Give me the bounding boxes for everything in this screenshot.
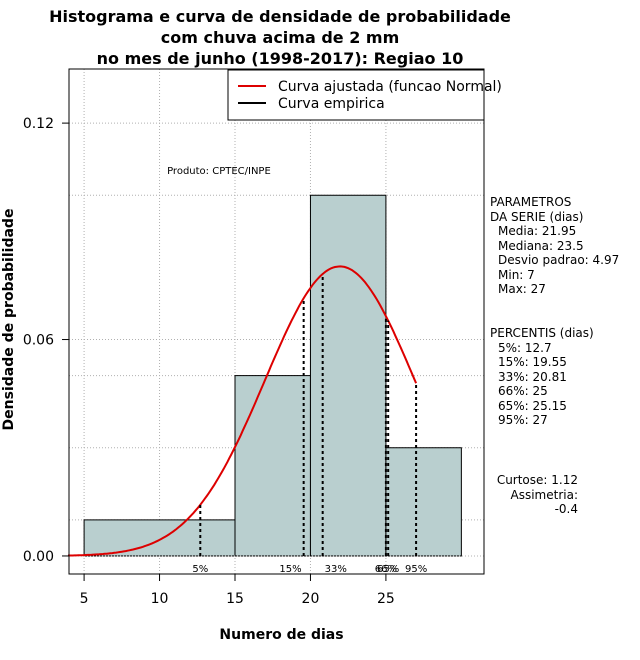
percentile-label: 15%	[279, 564, 301, 575]
x-tick-label: 15	[226, 591, 244, 607]
kurtosis-value: Curtose: 1.12	[496, 473, 578, 487]
histogram-bar	[83, 519, 236, 557]
legend-label: Curva ajustada (funcao Normal)	[278, 79, 502, 95]
percentis-title: PERCENTIS (dias)	[490, 326, 594, 340]
percentile-label: 66%	[375, 564, 397, 575]
legend-box	[227, 69, 485, 121]
y-axis-title: Densidade de probabilidade	[1, 209, 17, 431]
x-tick-label: 20	[302, 591, 320, 607]
normal-density-curve	[68, 265, 418, 557]
y-tick-label: 0.00	[23, 549, 54, 565]
x-tick-label: 10	[151, 591, 169, 607]
y-tick-label: 0.12	[23, 116, 54, 132]
shape-stats: Curtose: 1.12 Assimetria: -0.4	[490, 473, 578, 517]
title-line-3: no mes de junho (1998-2017): Regiao 10	[96, 49, 464, 68]
percentiles-panel: PERCENTIS (dias) 5%: 12.7 15%: 19.55 33%…	[490, 326, 594, 428]
percentile-5: 5%: 12.7	[498, 340, 552, 355]
histogram-bar	[234, 375, 311, 557]
param-median: Mediana: 23.5	[498, 238, 584, 253]
x-tick-label: 25	[377, 591, 395, 607]
product-annotation: Produto: CPTEC/INPE	[167, 166, 271, 177]
legend-label: Curva empirica	[278, 96, 385, 112]
title-line-2: com chuva acima de 2 mm	[160, 28, 400, 47]
title-line-1: Histograma e curva de densidade de proba…	[49, 7, 511, 26]
percentile-label: 95%	[405, 564, 427, 575]
series-parameters: PARAMETROS DA SERIE (dias) Media: 21.95 …	[490, 195, 619, 297]
skewness-value: Assimetria: -0.4	[510, 487, 579, 517]
percentile-65: 65%: 25.15	[498, 398, 567, 413]
percentile-95: 95%: 27	[498, 413, 548, 427]
percentile-label: 5%	[192, 564, 208, 575]
percentile-label: 33%	[325, 564, 347, 575]
histogram-bar	[385, 447, 462, 557]
percentile-66: 66%: 25	[498, 384, 548, 398]
x-axis-title: Numero de dias	[219, 627, 343, 643]
plot-frame	[68, 68, 485, 575]
percentile-33: 33%: 20.81	[498, 369, 567, 384]
params-subtitle: DA SERIE (dias)	[490, 209, 584, 224]
param-max: Max: 27	[498, 282, 546, 296]
y-tick-label: 0.06	[23, 333, 54, 349]
param-min: Min: 7	[498, 267, 535, 282]
percentile-label: 65%	[377, 564, 399, 575]
param-mean: Media: 21.95	[498, 224, 577, 238]
params-title: PARAMETROS	[490, 195, 572, 209]
x-tick-label: 5	[80, 591, 89, 607]
percentile-15: 15%: 19.55	[498, 355, 567, 369]
chart-title: Histograma e curva de densidade de proba…	[0, 6, 560, 69]
param-sd: Desvio padrao: 4.97	[498, 253, 620, 267]
